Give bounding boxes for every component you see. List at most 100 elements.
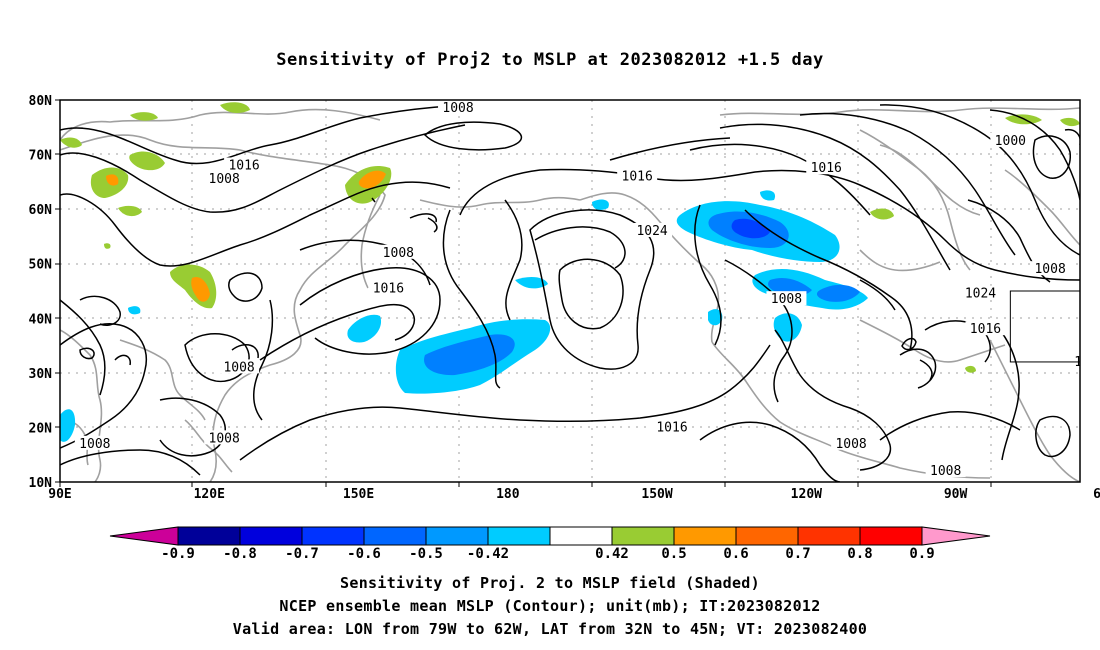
colorbar-label: 0.9 bbox=[909, 546, 934, 562]
contour-label: 1016 bbox=[656, 420, 687, 435]
colorbar-label: 0.6 bbox=[723, 546, 748, 562]
latitude-label: 50N bbox=[29, 258, 53, 273]
contour-label-bg bbox=[438, 100, 479, 115]
contour-label-bg bbox=[806, 160, 847, 175]
latitude-label: 70N bbox=[29, 149, 53, 164]
contour-label: 1024 bbox=[965, 287, 996, 302]
colorbar-swatch bbox=[239, 526, 303, 546]
contour-label: 1008 bbox=[209, 172, 240, 187]
valid-area-box bbox=[1009, 290, 1080, 363]
contour-label: 1008 bbox=[209, 431, 240, 446]
longitude-label: 60W bbox=[1093, 487, 1100, 502]
tick-marks bbox=[55, 99, 992, 487]
latitude-label: 30N bbox=[29, 367, 53, 382]
colorbar-label: 0.8 bbox=[847, 546, 872, 562]
longitude-label: 120E bbox=[194, 487, 225, 502]
colorbar bbox=[109, 526, 991, 546]
colorbar-swatch bbox=[363, 526, 427, 546]
colorbar-swatch bbox=[611, 526, 675, 546]
colorbar-swatch bbox=[673, 526, 737, 546]
mslp-contours bbox=[60, 104, 1080, 482]
colorbar-low-triangle bbox=[109, 526, 179, 546]
contour-label: 1008 bbox=[223, 360, 254, 375]
colorbar-swatch bbox=[301, 526, 365, 546]
latitude-labels: 80N 70N 60N 50N 40N 30N 20N 10N bbox=[29, 94, 53, 491]
longitude-labels: 90E 120E 150E 180 150W 120W 90W 60W bbox=[48, 487, 1100, 502]
colorbar-label: -0.42 bbox=[467, 546, 509, 562]
contour-label-bg bbox=[632, 222, 673, 237]
contour-label-bg bbox=[960, 285, 1001, 300]
colorbar-swatch bbox=[735, 526, 799, 546]
contour-label: 1016 bbox=[970, 322, 1001, 337]
contour-label-bg bbox=[1069, 353, 1080, 368]
contour-label-bg bbox=[965, 321, 1006, 336]
contour-label-bg bbox=[219, 359, 260, 374]
colorbar-label: -0.9 bbox=[161, 546, 195, 562]
latitude-label: 60N bbox=[29, 203, 53, 218]
longitude-label: 180 bbox=[496, 487, 520, 502]
contour-label: 1008 bbox=[442, 101, 473, 116]
contour-label-bg bbox=[378, 244, 419, 259]
colorbar-label: -0.5 bbox=[409, 546, 443, 562]
colorbar-swatch bbox=[859, 526, 923, 546]
contour-label-bg bbox=[368, 280, 409, 295]
colorbar-swatch bbox=[549, 526, 613, 546]
longitude-label: 120W bbox=[791, 487, 822, 502]
colorbar-swatch bbox=[425, 526, 489, 546]
longitude-label: 90W bbox=[944, 487, 968, 502]
colorbar-label: 0.42 bbox=[595, 546, 629, 562]
contour-label: 1008 bbox=[1034, 262, 1065, 277]
contour-label-bg bbox=[74, 435, 115, 450]
latitude-label: 10N bbox=[29, 476, 53, 491]
caption-line-3: Valid area: LON from 79W to 62W, LAT fro… bbox=[232, 620, 868, 638]
colorbar-swatch bbox=[177, 526, 241, 546]
contour-label-bg bbox=[204, 171, 245, 186]
contour-label: 1016 bbox=[228, 158, 259, 173]
contour-label-bg bbox=[990, 132, 1031, 147]
latitude-label: 40N bbox=[29, 312, 53, 327]
colorbar-high-triangle bbox=[921, 526, 991, 546]
contour-label-bg bbox=[652, 419, 692, 434]
longitude-label: 90E bbox=[48, 487, 71, 502]
contour-label: 1016 bbox=[811, 161, 842, 176]
contour-label: 1008 bbox=[383, 246, 414, 261]
colorbar-swatch bbox=[797, 526, 861, 546]
coastlines bbox=[60, 107, 1080, 482]
colorbar-swatch bbox=[487, 526, 551, 546]
contour-label: 1008 bbox=[771, 292, 802, 307]
contour-label: 1016 bbox=[622, 169, 653, 184]
negative-sensitivity-regions bbox=[60, 190, 868, 442]
colorbar-label: -0.7 bbox=[285, 546, 319, 562]
caption-line-1: Sensitivity of Proj. 2 to MSLP field (Sh… bbox=[340, 574, 760, 592]
colorbar-labels: -0.9 -0.8 -0.7 -0.6 -0.5 -0.42 0.42 0.5 0.6 0.7 0.… bbox=[161, 546, 935, 562]
contour-label: 1016 bbox=[1074, 355, 1100, 370]
contour-label-bg bbox=[1030, 261, 1071, 276]
longitude-label: 150E bbox=[343, 487, 374, 502]
contour-label-bg bbox=[766, 291, 807, 306]
contour-label-bg bbox=[204, 430, 245, 445]
latitude-label: 80N bbox=[29, 94, 53, 109]
latitude-label: 20N bbox=[29, 421, 53, 436]
colorbar-label: -0.8 bbox=[223, 546, 257, 562]
caption-line-2: NCEP ensemble mean MSLP (Contour); unit(… bbox=[279, 597, 821, 615]
contour-label: 1008 bbox=[930, 464, 961, 479]
contour-label-bg bbox=[224, 157, 265, 172]
contour-label-bg bbox=[831, 435, 872, 450]
colorbar-label: 0.7 bbox=[785, 546, 810, 562]
chart-title: Sensitivity of Proj2 to MSLP at 20230820… bbox=[276, 50, 824, 70]
colorbar-label: 0.5 bbox=[661, 546, 686, 562]
contour-label-bg bbox=[925, 463, 966, 478]
map-frame bbox=[59, 99, 1081, 483]
contour-label: 1024 bbox=[636, 224, 667, 239]
contour-label: 1000 bbox=[995, 134, 1026, 149]
contour-label: 1016 bbox=[373, 281, 404, 296]
longitude-label: 150W bbox=[641, 487, 672, 502]
contour-label: 1008 bbox=[79, 437, 110, 452]
contour-label-bg bbox=[617, 168, 658, 183]
contour-label: 1008 bbox=[835, 437, 866, 452]
positive-sensitivity-regions bbox=[60, 102, 1080, 373]
colorbar-label: -0.6 bbox=[347, 546, 381, 562]
